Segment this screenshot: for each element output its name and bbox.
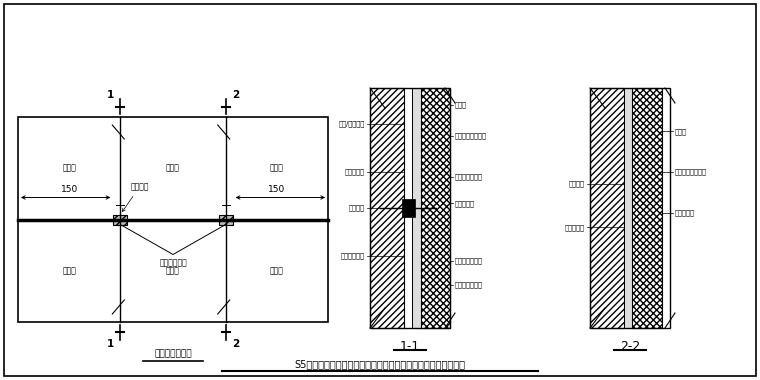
Text: 硬化砖强力粘结剂: 硬化砖强力粘结剂: [675, 169, 707, 175]
Text: 硬化砖: 硬化砖: [270, 266, 283, 275]
Bar: [219, 214, 233, 225]
Text: 不锈钢湿挂件: 不锈钢湿挂件: [159, 258, 187, 268]
Text: 硬化砖: 硬化砖: [270, 164, 283, 173]
Text: 硬化砖: 硬化砖: [166, 164, 180, 173]
Text: 2-2: 2-2: [620, 340, 640, 353]
Text: 1-1: 1-1: [400, 340, 420, 353]
Text: 不锈钢湿挂件: 不锈钢湿挂件: [341, 253, 365, 259]
Bar: [18, 117, 328, 322]
Text: 硬化砖: 硬化砖: [675, 128, 687, 135]
Bar: [590, 88, 670, 328]
Text: S5工程精装修大堂墙面湿贴工艺硬化砖湿贴局部加强做法示意图: S5工程精装修大堂墙面湿贴工艺硬化砖湿贴局部加强做法示意图: [295, 359, 465, 369]
Bar: [412, 88, 421, 328]
Text: 填缝泡棉缝: 填缝泡棉缝: [455, 200, 475, 206]
Text: 结构/墙体基层: 结构/墙体基层: [339, 121, 365, 127]
Bar: [401, 199, 415, 217]
Text: 墙体基层: 墙体基层: [569, 181, 585, 187]
Text: 1: 1: [106, 339, 114, 349]
Text: 射钉固定: 射钉固定: [349, 205, 365, 211]
Bar: [632, 88, 662, 328]
Text: 硬化砖背面开槽: 硬化砖背面开槽: [455, 258, 483, 264]
Text: 墙体找支层: 墙体找支层: [345, 169, 365, 175]
Text: 射钉固定: 射钉固定: [122, 182, 149, 212]
Bar: [421, 88, 450, 328]
Text: 墙体找支层: 墙体找支层: [565, 224, 585, 231]
Text: 云石胶快速固定: 云石胶快速固定: [455, 174, 483, 180]
Bar: [370, 88, 404, 328]
Text: 硬化砖: 硬化砖: [62, 164, 76, 173]
Text: 墙砖立面示意图: 墙砖立面示意图: [154, 350, 192, 358]
Bar: [590, 88, 624, 328]
Text: 2: 2: [232, 339, 239, 349]
Bar: [624, 88, 632, 328]
Text: 硬化砖: 硬化砖: [455, 101, 467, 108]
Text: 150: 150: [61, 185, 78, 195]
Text: 填缝泡棉缝: 填缝泡棉缝: [675, 209, 695, 216]
Text: 硬化砖: 硬化砖: [166, 266, 180, 275]
Text: 硬化砖: 硬化砖: [62, 266, 76, 275]
Text: 1: 1: [106, 90, 114, 100]
Bar: [370, 88, 450, 328]
Bar: [113, 214, 128, 225]
Text: 采用云石胶固定: 采用云石胶固定: [455, 282, 483, 288]
Text: 硬化砖强力粘结剂: 硬化砖强力粘结剂: [455, 133, 487, 139]
Text: 2: 2: [232, 90, 239, 100]
Text: 150: 150: [268, 185, 286, 195]
